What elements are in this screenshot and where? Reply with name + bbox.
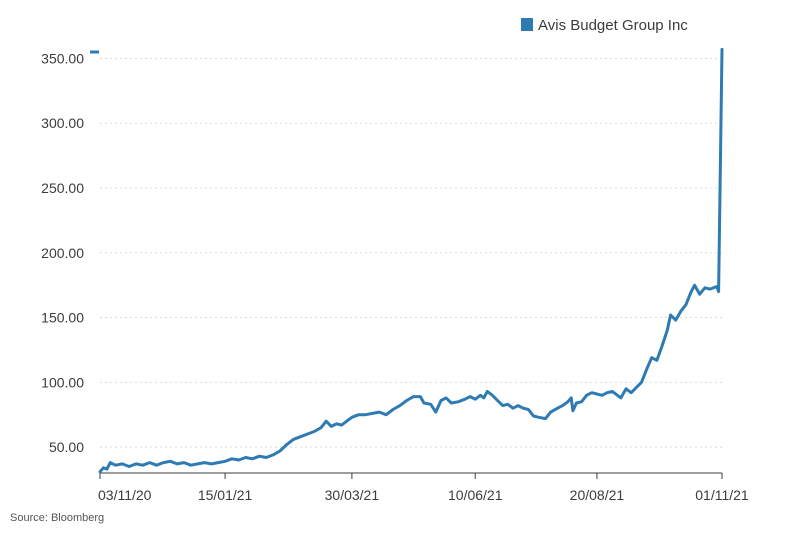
y-tick-label: 150.00 xyxy=(41,310,84,326)
y-tick-label: 200.00 xyxy=(41,245,84,261)
x-tick-label: 01/11/21 xyxy=(695,487,749,503)
legend-label: Avis Budget Group Inc xyxy=(538,17,688,34)
y-tick-label: 350.00 xyxy=(41,50,84,66)
x-tick-label: 15/01/21 xyxy=(198,487,253,503)
series-line xyxy=(98,47,724,474)
y-tick-label: 50.00 xyxy=(49,439,84,455)
y-tick-label: 100.00 xyxy=(41,374,84,390)
x-tick-label: 20/08/21 xyxy=(570,487,625,503)
gridlines xyxy=(100,57,722,448)
legend: Avis Budget Group Inc xyxy=(521,17,688,34)
x-tick-label: 30/03/21 xyxy=(325,487,380,503)
last-value-marker xyxy=(90,50,99,54)
source-label: Source: Bloomberg xyxy=(10,512,104,524)
y-tick-label: 250.00 xyxy=(41,180,84,196)
legend-swatch xyxy=(521,18,533,31)
series-layer xyxy=(90,47,724,474)
y-tick-label: 300.00 xyxy=(41,115,84,131)
x-tick-label: 03/11/20 xyxy=(98,487,152,503)
x-tick-label: 10/06/21 xyxy=(448,487,503,503)
axes: 50.00 100.00 150.00 200.00 250.00 300.00 350.0… xyxy=(41,50,749,503)
